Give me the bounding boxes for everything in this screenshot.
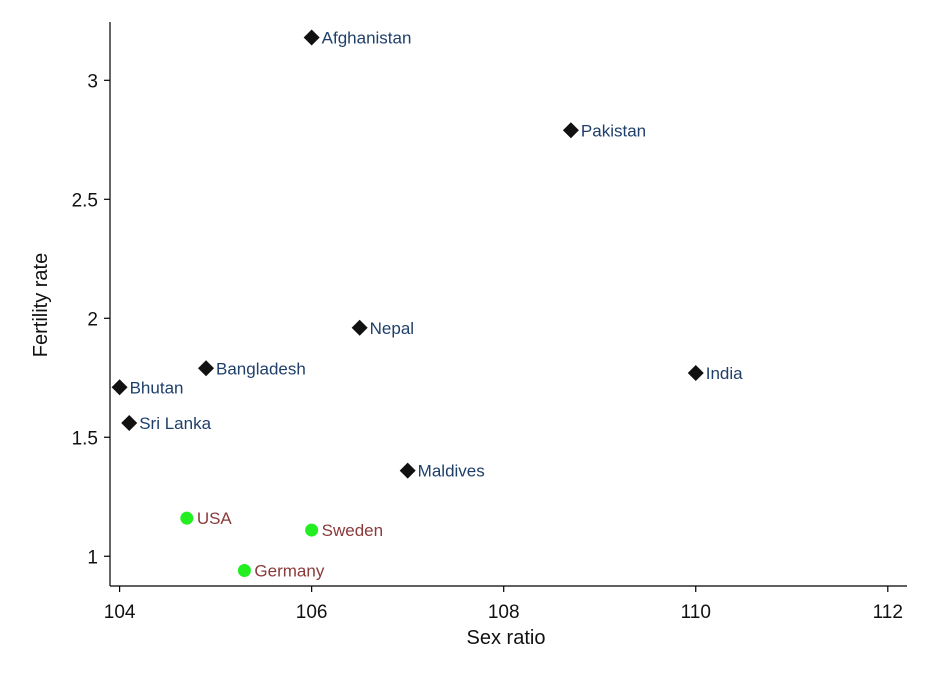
data-point: Pakistan <box>562 121 646 140</box>
diamond-marker <box>399 462 416 479</box>
point-label: Bhutan <box>130 378 184 397</box>
y-axis-title: Fertility rate <box>30 253 52 357</box>
data-point: Nepal <box>351 319 414 338</box>
data-points: Afghanistan Pakistan Nepal India Bangladesh B… <box>111 28 743 581</box>
data-point: India <box>687 364 743 383</box>
diamond-marker <box>687 365 704 382</box>
diamond-marker <box>198 360 215 377</box>
circle-marker <box>237 564 251 578</box>
y-tick-label: 3 <box>87 71 98 92</box>
data-point: Bangladesh <box>198 359 306 378</box>
data-point: Bhutan <box>111 378 184 397</box>
point-label: USA <box>197 509 233 528</box>
y-axis-ticks: 1 1.5 2 2.5 3 <box>72 71 110 568</box>
y-tick-label: 1 <box>87 547 98 568</box>
diamond-marker <box>111 379 128 396</box>
point-label: India <box>706 364 743 383</box>
plot-area <box>109 22 907 587</box>
x-tick-label: 112 <box>873 602 903 623</box>
diamond-marker <box>121 414 138 431</box>
circle-marker <box>305 523 319 537</box>
point-label: Sweden <box>322 521 383 540</box>
data-point: Sri Lanka <box>121 414 212 433</box>
point-label: Bangladesh <box>216 359 306 378</box>
point-label: Afghanistan <box>322 28 412 47</box>
circle-marker <box>180 511 194 525</box>
x-tick-label: 104 <box>104 602 136 623</box>
data-point: Sweden <box>305 521 383 540</box>
y-tick-label: 1.5 <box>72 428 98 449</box>
diamond-marker <box>351 319 368 336</box>
diamond-marker <box>303 29 320 46</box>
x-tick-label: 108 <box>488 602 520 623</box>
x-tick-label: 110 <box>681 602 711 623</box>
point-label: Nepal <box>370 319 414 338</box>
point-label: Pakistan <box>581 121 646 140</box>
data-point: USA <box>180 509 232 528</box>
data-point: Maldives <box>399 462 485 481</box>
point-label: Sri Lanka <box>139 414 211 433</box>
data-point: Afghanistan <box>303 28 412 47</box>
point-label: Germany <box>254 562 324 581</box>
y-tick-label: 2.5 <box>72 190 98 211</box>
x-tick-label: 106 <box>296 602 328 623</box>
point-label: Maldives <box>418 462 485 481</box>
diamond-marker <box>562 122 579 139</box>
data-point: Germany <box>237 562 325 581</box>
y-tick-label: 2 <box>87 309 98 330</box>
x-axis-title: Sex ratio <box>467 627 546 649</box>
x-axis-ticks: 104 106 108 110 112 <box>104 586 903 623</box>
